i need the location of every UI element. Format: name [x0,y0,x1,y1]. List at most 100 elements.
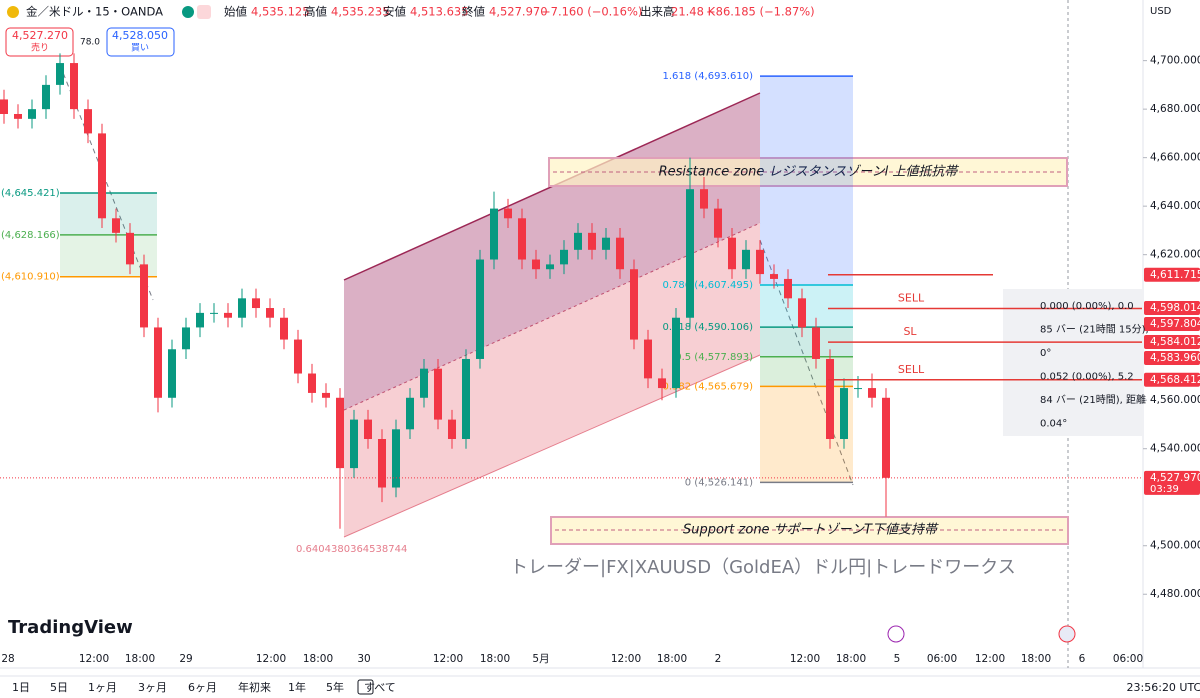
candle-body [14,113,22,119]
y-tick-label: 4,560.000 [1150,394,1200,406]
candle-body [658,378,666,389]
candle-body [112,218,120,233]
price-tag-label: 4,598.014 [1150,302,1200,314]
x-tick-label: 12:00 [790,653,820,665]
candle-body [798,298,806,328]
range-button[interactable]: 3ヶ月 [138,681,167,694]
range-button[interactable]: 5年 [326,680,344,694]
x-tick-label: 12:00 [433,653,463,665]
candle-body [252,298,260,309]
candle-body [308,373,316,393]
value: −86.185 (−1.87%) [706,5,815,19]
fib-label: 1.618 (4,693.610) [662,71,753,82]
candle-body [616,237,624,270]
x-tick-label: 18:00 [125,653,155,665]
candle-body [84,109,92,134]
candle-body [0,99,8,114]
y-tick-label: 4,620.000 [1150,249,1200,261]
candle-body [224,312,232,318]
price-tag-label: 4,583.960 [1150,352,1200,364]
candle-body [378,439,386,488]
calendar-icon[interactable] [357,679,374,695]
candle-body [364,419,372,440]
candle-body [420,368,428,398]
candle-body [280,317,288,340]
x-tick-label: 28 [1,653,14,665]
event-icon[interactable] [887,625,905,643]
range-button[interactable]: 年初来 [238,680,271,694]
price-tag-label: 4,584.012 [1150,336,1200,348]
candle-body [42,84,50,110]
x-tick-label: 18:00 [657,653,687,665]
value: 4,535.235 [331,5,390,19]
label: 始値 [224,5,247,19]
candle-body [238,298,246,318]
candle-body [28,109,36,119]
candle-body [168,349,176,398]
x-tick-label: 30 [357,653,370,665]
value: 4,513.635 [410,5,469,19]
candle-body [630,269,638,340]
range-button[interactable]: 1日 [12,681,30,694]
candle-body [714,208,722,238]
price-tag-label: 4,568.412 [1150,374,1200,386]
candle-body [294,339,302,374]
candle-body [742,249,750,270]
fib-zone [760,76,853,286]
candle-body [532,259,540,270]
price-tag-label: 4,597.804 [1150,318,1200,330]
brand: TradingView [8,617,133,638]
range-button[interactable]: 1ヶ月 [88,681,117,694]
candle-body [182,327,190,350]
info-row: 84 バー (21時間), 距離 [1040,393,1146,406]
fib-label: (4,610.910) [1,272,60,283]
x-tick-label: 12:00 [611,653,641,665]
y-tick-label: 4,540.000 [1150,443,1200,455]
range-button[interactable]: 5日 [50,681,68,694]
candle-body [154,327,162,398]
candle-body [854,388,862,390]
range-button[interactable]: 1年 [288,680,306,694]
candle-body [70,63,78,110]
x-tick-label: 18:00 [836,653,866,665]
x-tick-label: 18:00 [1021,653,1051,665]
y-tick-label: 4,480.000 [1150,588,1200,600]
label: 終値 [462,5,485,19]
range-button[interactable]: 6ヶ月 [188,681,217,694]
value: 4,535.125 [251,5,310,19]
event-icon[interactable] [1058,625,1076,643]
candle-body [546,264,554,270]
sell-button[interactable] [5,27,74,57]
fib-label: (4,628.166) [1,230,60,241]
channel-lower [344,223,760,537]
x-tick-label: 2 [715,653,722,665]
candle-body [700,189,708,209]
currency: USD [1150,6,1172,17]
candle-body [126,232,134,265]
range-button[interactable]: すべて [364,681,396,694]
value: 4,527.970 [489,5,548,19]
candle-body [392,429,400,488]
fib-zone [760,356,853,387]
label: 出来高 [640,5,675,19]
x-tick-label: 5 [894,653,901,665]
x-tick-label: 12:00 [256,653,286,665]
info-row: 85 バー (21時間 15分), [1040,324,1149,336]
candle-body [868,388,876,398]
y-tick-label: 4,700.000 [1150,55,1200,67]
y-tick-label: 4,660.000 [1150,152,1200,164]
change: −7.160 (−0.16%) [541,5,642,19]
price-tag [1144,350,1200,365]
candle-body [574,232,582,250]
candle-body [140,264,148,328]
candle-body [686,189,694,318]
info-row: 0.000 (0.00%), 0.0 [1040,301,1134,312]
candle-body [56,63,64,85]
price-tag [1144,300,1200,315]
trend-dash [759,239,854,486]
candle-body [728,237,736,270]
candle-body [756,249,764,275]
candle-body [434,368,442,420]
buy-button[interactable] [106,27,175,57]
